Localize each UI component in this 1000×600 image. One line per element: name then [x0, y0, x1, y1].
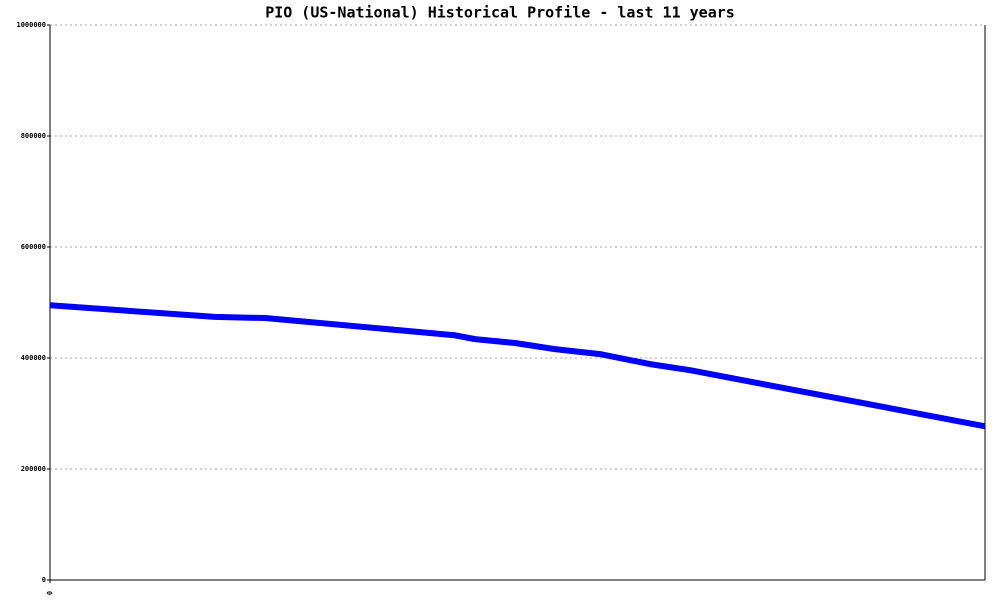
- data-line: [49, 302, 986, 430]
- y-tick-label: 600000: [21, 243, 46, 251]
- y-tick-label: 0: [42, 576, 46, 584]
- y-tick-label: 1000000: [16, 21, 46, 29]
- y-tick-label: 200000: [21, 465, 46, 473]
- y-tick-label: 800000: [21, 132, 46, 140]
- y-tick-label: 400000: [21, 354, 46, 362]
- x-tick-label: 0: [46, 591, 54, 595]
- chart-title: PIO (US-National) Historical Profile - l…: [265, 4, 735, 22]
